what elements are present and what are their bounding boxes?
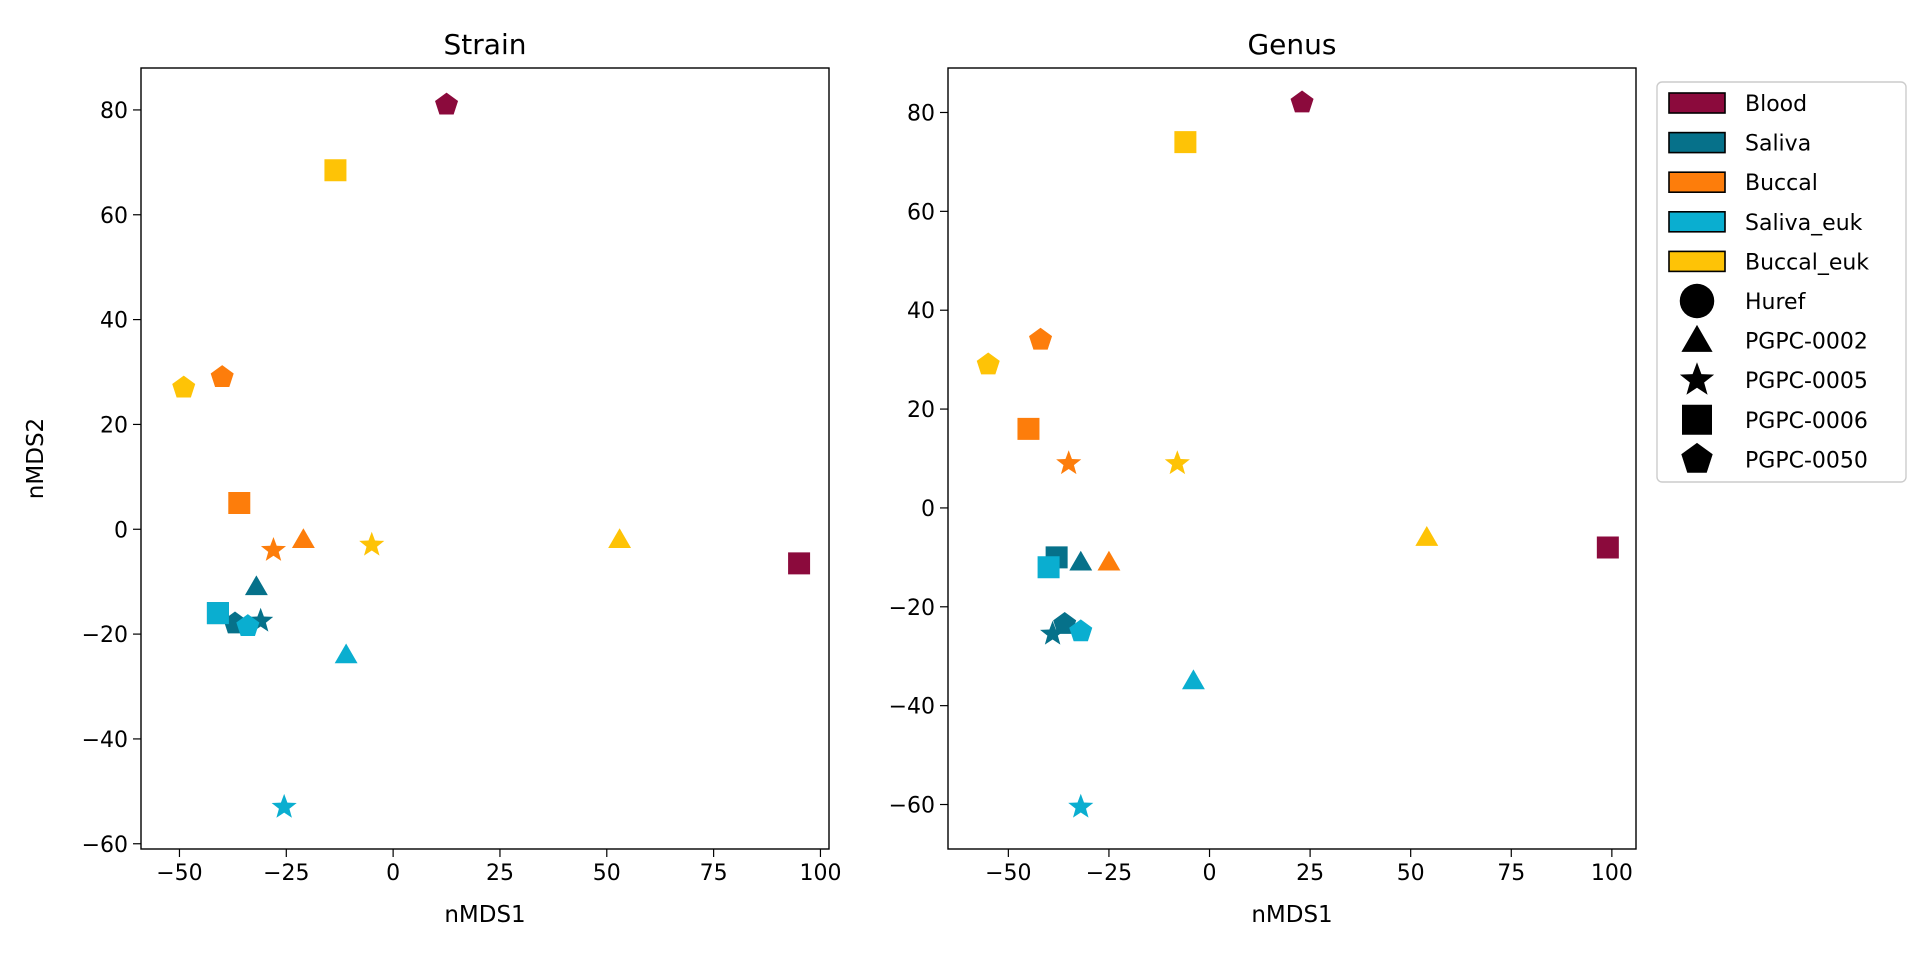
legend-label: PGPC-0005	[1745, 369, 1868, 394]
data-point	[1596, 536, 1619, 559]
y-axis-label: nMDS2	[23, 418, 49, 499]
data-point	[435, 92, 459, 115]
legend-label: Saliva_euk	[1745, 211, 1863, 236]
y-tick-label: −20	[82, 623, 128, 648]
points	[976, 90, 1619, 818]
y-tick-label: −60	[889, 794, 935, 819]
points	[172, 92, 811, 818]
data-point	[248, 607, 274, 632]
y-tick-label: 80	[100, 99, 128, 124]
data-point	[1182, 669, 1205, 690]
y-tick-label: 20	[907, 398, 935, 423]
legend-color-swatch	[1668, 211, 1726, 233]
legend-marker	[1679, 283, 1715, 319]
legend-marker	[1681, 324, 1713, 352]
x-tick-label: −50	[156, 861, 202, 886]
y-tick-label: −40	[889, 695, 935, 720]
data-point	[210, 365, 234, 388]
data-point	[260, 537, 287, 561]
x-tick-label: 75	[700, 861, 728, 886]
data-point	[788, 552, 811, 575]
legend-label: PGPC-0006	[1745, 409, 1868, 434]
y-tick-label: 60	[907, 200, 935, 225]
legend-label: Buccal_euk	[1745, 250, 1869, 275]
legend-marker	[1681, 442, 1713, 473]
legend-label: Buccal	[1745, 171, 1818, 196]
data-point	[291, 528, 315, 548]
data-point	[1068, 793, 1094, 818]
y-tick-label: 40	[907, 299, 935, 324]
x-tick-label: −50	[985, 861, 1031, 886]
x-tick-label: 25	[1296, 861, 1324, 886]
data-point	[1040, 620, 1066, 645]
x-tick-label: 25	[486, 861, 514, 886]
data-point	[976, 352, 1000, 375]
data-point	[359, 531, 385, 556]
legend-marker	[1679, 362, 1715, 395]
x-tick-label: 50	[1397, 861, 1425, 886]
x-tick-label: −25	[263, 861, 309, 886]
y-tick-label: 60	[100, 204, 128, 229]
data-point	[1056, 450, 1082, 475]
data-point	[1174, 131, 1197, 154]
x-tick-label: 100	[799, 861, 841, 886]
x-axis-label: nMDS1	[444, 902, 525, 928]
data-point	[244, 575, 268, 596]
data-point	[1069, 550, 1093, 571]
y-tick-label: 20	[100, 413, 128, 438]
y-tick-label: 0	[921, 497, 935, 522]
y-tick-label: −20	[889, 596, 935, 621]
legend-label: PGPC-0050	[1745, 448, 1868, 473]
data-point	[1037, 556, 1060, 579]
plot-frame	[140, 67, 830, 850]
subplot-title: Genus	[1247, 28, 1336, 61]
legend: Blood Saliva Buccal Saliva_euk Buccal_euk Hur…	[1656, 81, 1907, 483]
subplot-1: Strain −50 −25 0 25 50 75 100 −60 −40 −20 0 20 40 60 80…	[23, 28, 841, 928]
subplot-title: Strain	[444, 28, 527, 61]
y-tick-label: 0	[114, 518, 128, 543]
legend-marker	[1682, 404, 1712, 435]
legend-color-swatch	[1668, 250, 1726, 273]
y-tick-label: −40	[82, 728, 128, 753]
data-point	[334, 643, 358, 664]
legend-color-swatch	[1668, 171, 1726, 193]
legend-color-swatch	[1668, 92, 1726, 114]
x-tick-label: 50	[593, 861, 621, 886]
data-point	[1029, 327, 1053, 350]
subplot-2: Genus −50 −25 0 25 50 75 100 −60 −40 −20 0 20 40 60 80 n…	[889, 28, 1637, 928]
x-tick-label: 0	[1203, 861, 1217, 886]
y-tick-label: 80	[907, 101, 935, 126]
data-point	[1164, 450, 1190, 475]
x-axis-label: nMDS1	[1251, 902, 1332, 928]
legend-label: Huref	[1745, 290, 1807, 315]
x-tick-label: 100	[1591, 861, 1633, 886]
data-point	[324, 159, 347, 182]
data-point	[608, 528, 632, 548]
data-point	[1097, 550, 1121, 571]
y-tick-label: −60	[82, 833, 128, 858]
data-point	[271, 793, 297, 818]
data-point	[1069, 619, 1093, 642]
x-tick-label: 75	[1497, 861, 1525, 886]
data-point	[1017, 417, 1040, 440]
data-point	[236, 614, 260, 637]
legend-label: Saliva	[1745, 132, 1811, 157]
data-point	[206, 602, 229, 625]
data-point	[172, 375, 196, 398]
legend-color-swatch	[1668, 131, 1726, 154]
plot-frame	[947, 67, 1637, 850]
y-tick-label: 40	[100, 309, 128, 334]
data-point	[1415, 526, 1439, 546]
legend-label: Blood	[1745, 92, 1807, 117]
x-tick-label: 0	[386, 861, 400, 886]
data-point	[1290, 90, 1314, 113]
data-point	[228, 492, 251, 515]
x-tick-label: −25	[1086, 861, 1132, 886]
legend-label: PGPC-0002	[1745, 330, 1868, 355]
